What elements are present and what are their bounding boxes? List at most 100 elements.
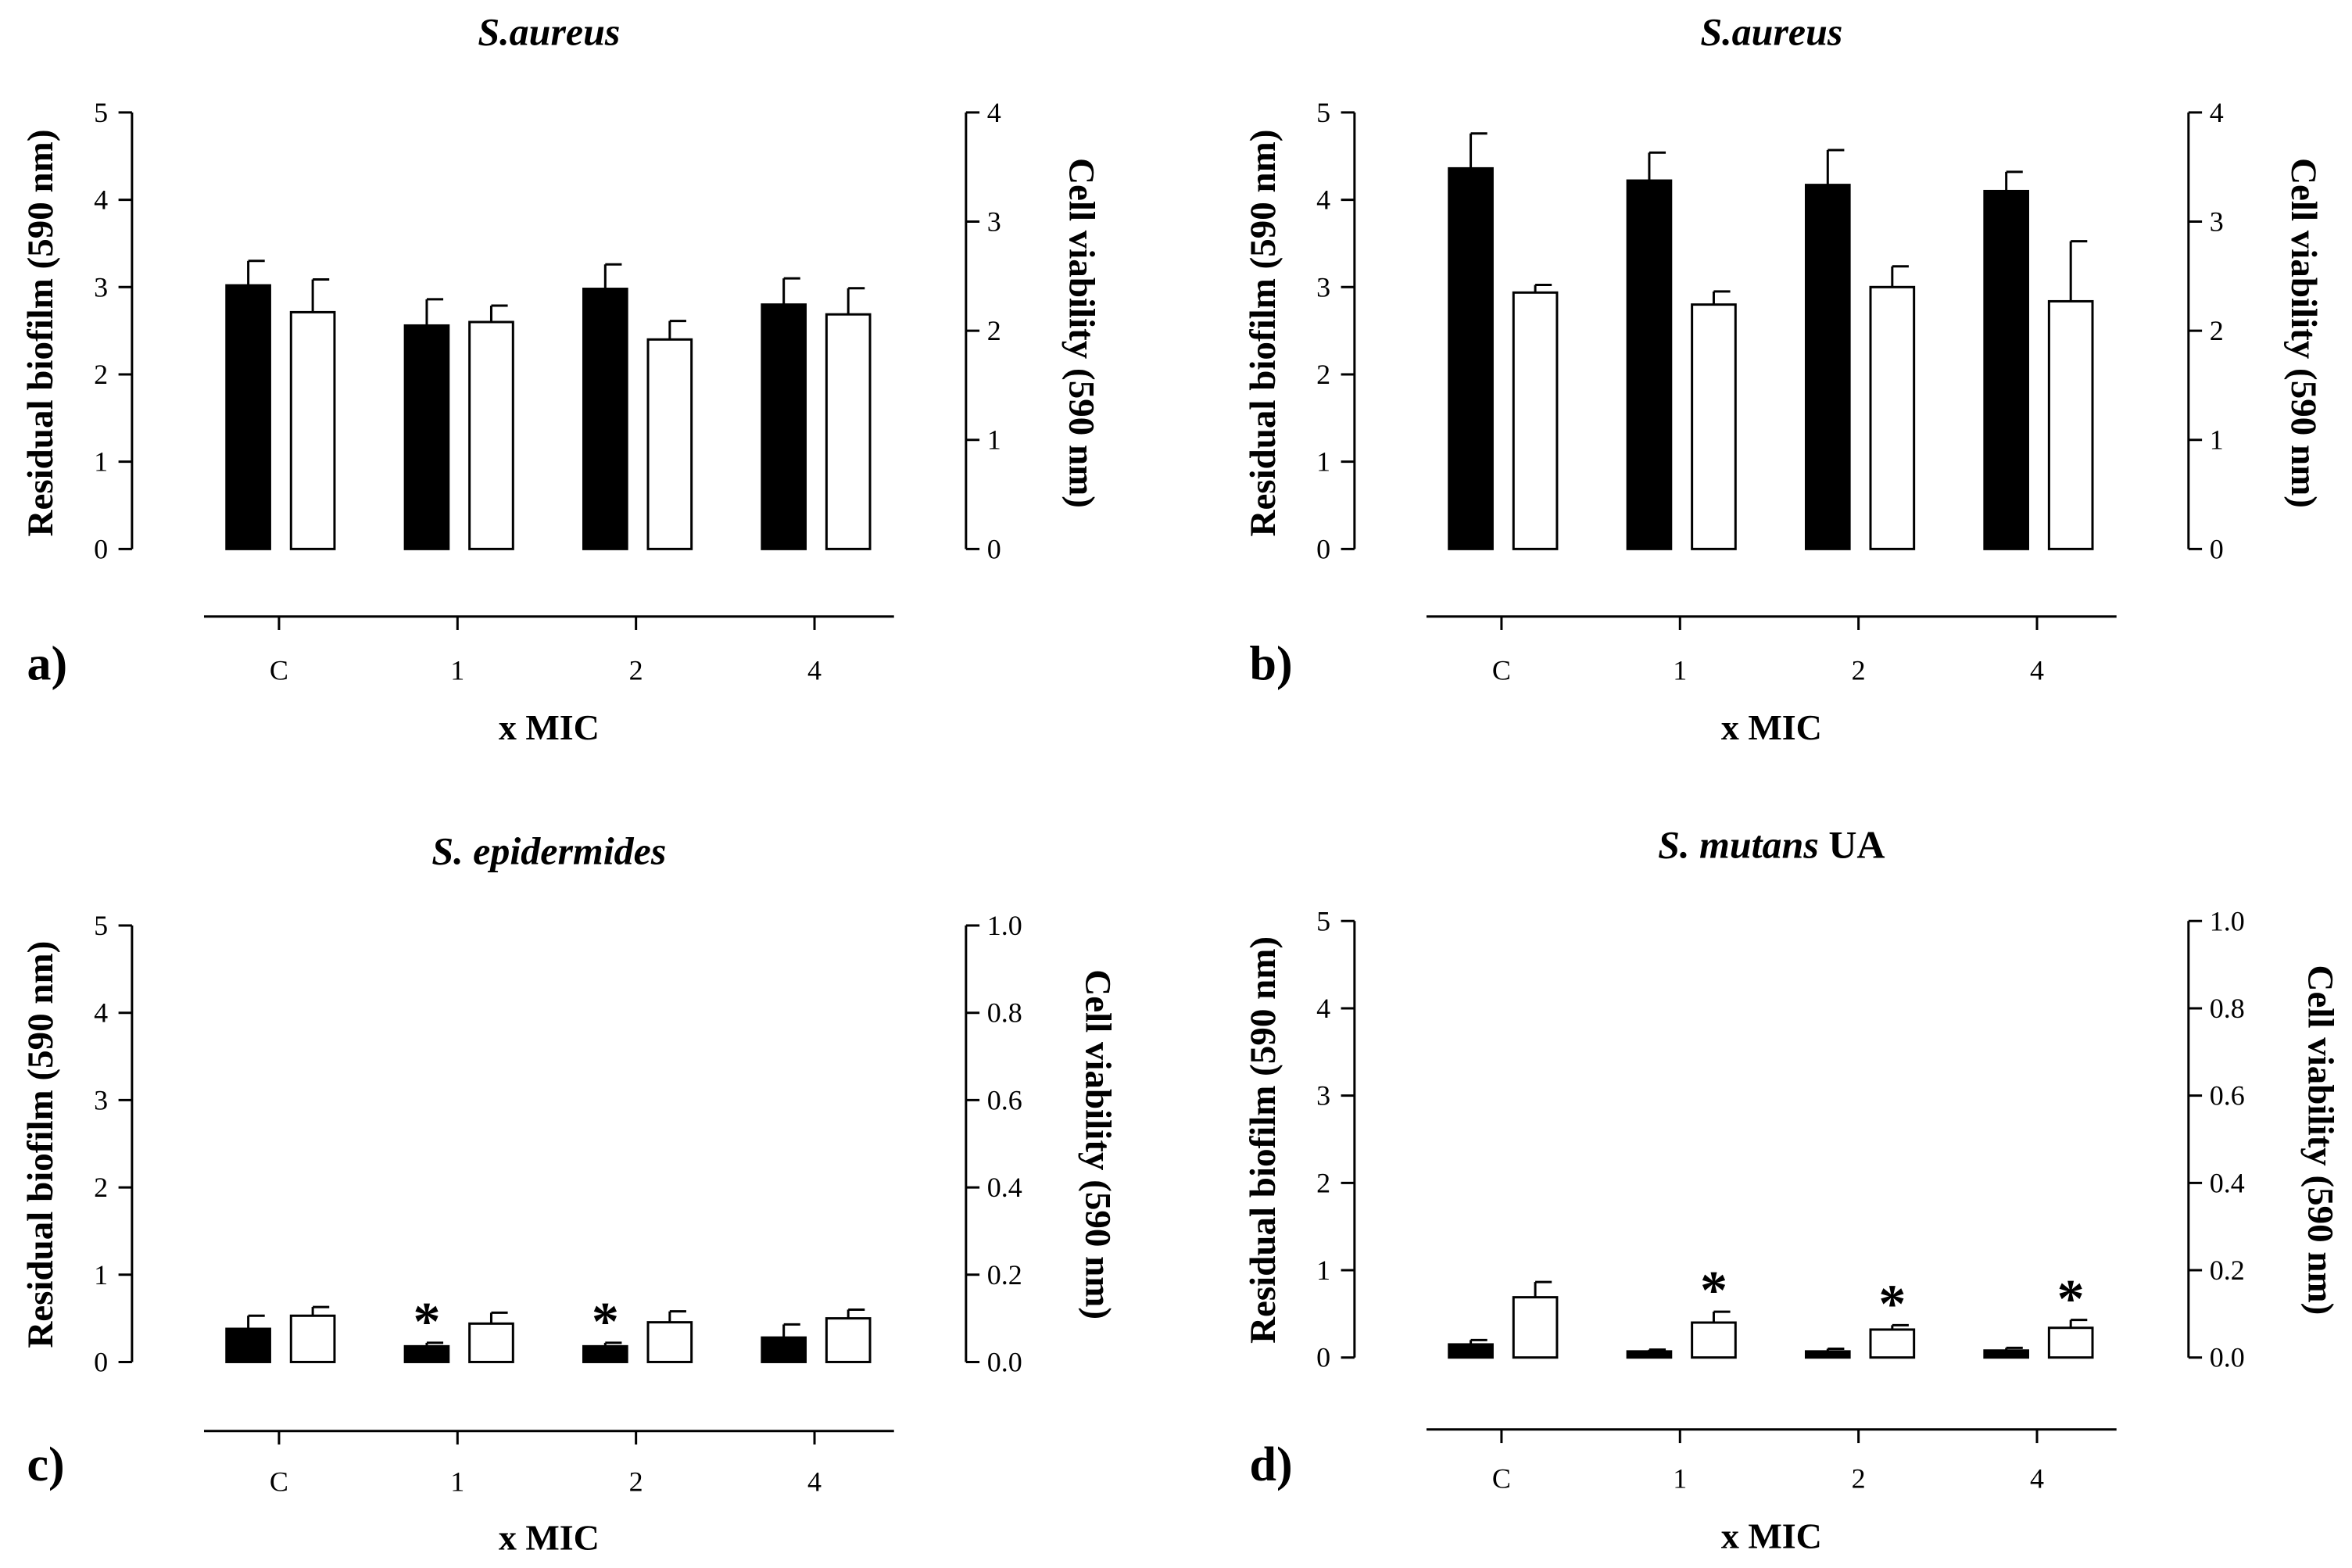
bar-residual-biofilm: [761, 1336, 807, 1363]
y-tick-label-right: 3: [987, 206, 1001, 238]
x-axis-label: x MIC: [1721, 707, 1822, 747]
y-tick-label-left: 3: [94, 271, 108, 303]
panel-c: S. epidermides 0 1 2 3 4 5 0.0 0.2 0.4 0.6 0.8 1.0 Re…: [20, 829, 1118, 1557]
y-tick-label-right: 0.2: [2210, 1255, 2245, 1286]
x-tick-label: 2: [629, 1466, 643, 1497]
x-tick-label: 4: [2030, 1463, 2044, 1495]
y-tick-label-left: 5: [94, 97, 108, 128]
y-axis-label-right: Cell viability (590 nm): [1077, 969, 1118, 1319]
bar-residual-biofilm: [225, 1327, 271, 1363]
x-tick-label: 2: [1852, 1463, 1866, 1495]
x-tick-label: 2: [629, 654, 643, 686]
bar-residual-biofilm: [1448, 166, 1494, 550]
y-tick-label-right: 0.4: [2210, 1167, 2245, 1198]
y-tick-label-right: 1.0: [987, 910, 1022, 941]
bar-residual-biofilm: [1804, 184, 1851, 550]
bar-cell-viability: [825, 313, 872, 550]
x-tick-label: 4: [807, 1466, 822, 1497]
x-tick-label: 4: [807, 654, 822, 686]
bar-residual-biofilm: [1804, 1350, 1851, 1359]
bar-cell-viability: [825, 1317, 872, 1363]
y-tick-label-right: 3: [2210, 206, 2224, 238]
y-tick-label-right: 0.0: [987, 1346, 1022, 1377]
y-tick-label-right: 0: [2210, 533, 2224, 564]
y-tick-label-left: 5: [1316, 905, 1330, 936]
bar-residual-biofilm: [1626, 179, 1673, 550]
x-tick-label: 4: [2030, 654, 2044, 686]
bar-cell-viability: [468, 1322, 514, 1363]
panel-letter: b): [1250, 637, 1293, 690]
bar-residual-biofilm: [403, 1344, 450, 1363]
bar-residual-biofilm: [582, 288, 628, 550]
chart-title-species: S. mutans: [1658, 823, 1819, 867]
significance-marker: *: [1878, 1275, 1906, 1335]
x-axis-label: x MIC: [1721, 1516, 1822, 1555]
bar-cell-viability: [1512, 291, 1559, 550]
significance-marker: *: [1700, 1261, 1727, 1321]
x-tick-label: 1: [450, 1466, 464, 1497]
bar-cell-viability: [1691, 303, 1737, 550]
y-tick-label-left: 1: [1316, 1255, 1330, 1286]
y-tick-label-right: 0.6: [2210, 1080, 2245, 1112]
panel-d: S. mutans UA 0 1 2 3 4 5 0.0 0.2 0.4 0.6 0.8 1.0 Resi…: [1243, 823, 2340, 1556]
y-tick-label-left: 5: [1316, 97, 1330, 128]
chart-title-species: S.aureus: [478, 10, 620, 54]
y-tick-label-left: 2: [1316, 359, 1330, 390]
y-tick-label-right: 0.6: [987, 1084, 1022, 1115]
y-axis-label-right: Cell viability (590 nm): [1061, 158, 1101, 508]
y-tick-label-left: 4: [94, 997, 108, 1029]
bar-cell-viability: [2047, 299, 2094, 550]
y-tick-label-left: 3: [1316, 1080, 1330, 1112]
x-tick-label: C: [1492, 1463, 1511, 1495]
y-tick-label-left: 1: [1316, 446, 1330, 478]
y-tick-label-right: 0.2: [987, 1259, 1022, 1291]
x-axis-label: x MIC: [499, 1517, 600, 1557]
chart-title-species: S.aureus: [1700, 10, 1842, 54]
y-tick-label-left: 4: [1316, 184, 1330, 216]
y-tick-label-right: 0.4: [987, 1172, 1022, 1203]
bar-residual-biofilm: [1448, 1343, 1494, 1359]
significance-marker: *: [2057, 1269, 2085, 1330]
x-tick-label: 1: [1673, 1463, 1687, 1495]
y-tick-label-left: 1: [94, 446, 108, 478]
x-axis-label: x MIC: [499, 707, 600, 747]
panel-a: S.aureus 0 1 2 3 4 5 0 1 2 3 4 Residual biofilm (590…: [20, 10, 1101, 747]
bar-cell-viability: [646, 1321, 693, 1363]
bar-cell-viability: [289, 1314, 336, 1363]
y-tick-label-left: 1: [94, 1259, 108, 1291]
y-tick-label-right: 1: [2210, 424, 2224, 456]
y-axis-label-left: Residual biofilm (590 nm): [1243, 130, 1283, 537]
chart-title-suffix: UA: [1819, 823, 1885, 867]
bar-residual-biofilm: [761, 303, 807, 550]
bar-cell-viability: [468, 320, 514, 550]
y-tick-label-right: 0: [987, 533, 1001, 564]
y-tick-label-left: 3: [1316, 271, 1330, 303]
significance-marker: *: [592, 1292, 619, 1352]
y-tick-label-right: 4: [2210, 97, 2224, 128]
panel-b: S.aureus 0 1 2 3 4 5 0 1 2 3 4 Residual biofilm (590…: [1243, 10, 2324, 747]
y-tick-label-right: 4: [987, 97, 1001, 128]
panel-letter: d): [1250, 1438, 1293, 1491]
y-tick-label-left: 5: [94, 910, 108, 941]
x-tick-label: C: [270, 654, 288, 686]
chart-title: S. mutans UA: [1658, 823, 1885, 867]
panel-letter: a): [27, 637, 68, 690]
bar-cell-viability: [1691, 1321, 1737, 1359]
bar-cell-viability: [1869, 1328, 1916, 1359]
y-axis-label-right: Cell viability (590 nm): [2300, 965, 2340, 1316]
bar-residual-biofilm: [403, 324, 450, 550]
y-tick-label-right: 1.0: [2210, 905, 2245, 936]
x-tick-label: 1: [450, 654, 464, 686]
y-tick-label-left: 0: [94, 1346, 108, 1377]
y-axis-label-left: Residual biofilm (590 nm): [1243, 936, 1283, 1344]
bar-residual-biofilm: [582, 1344, 628, 1363]
bar-cell-viability: [1512, 1296, 1559, 1359]
chart-title-species: S. epidermides: [431, 829, 666, 872]
bar-cell-viability: [2047, 1326, 2094, 1359]
significance-marker: *: [413, 1292, 440, 1352]
y-tick-label-right: 0.0: [2210, 1342, 2245, 1373]
bar-residual-biofilm: [1626, 1350, 1673, 1359]
x-tick-label: 1: [1673, 654, 1687, 686]
y-tick-label-right: 2: [987, 315, 1001, 346]
